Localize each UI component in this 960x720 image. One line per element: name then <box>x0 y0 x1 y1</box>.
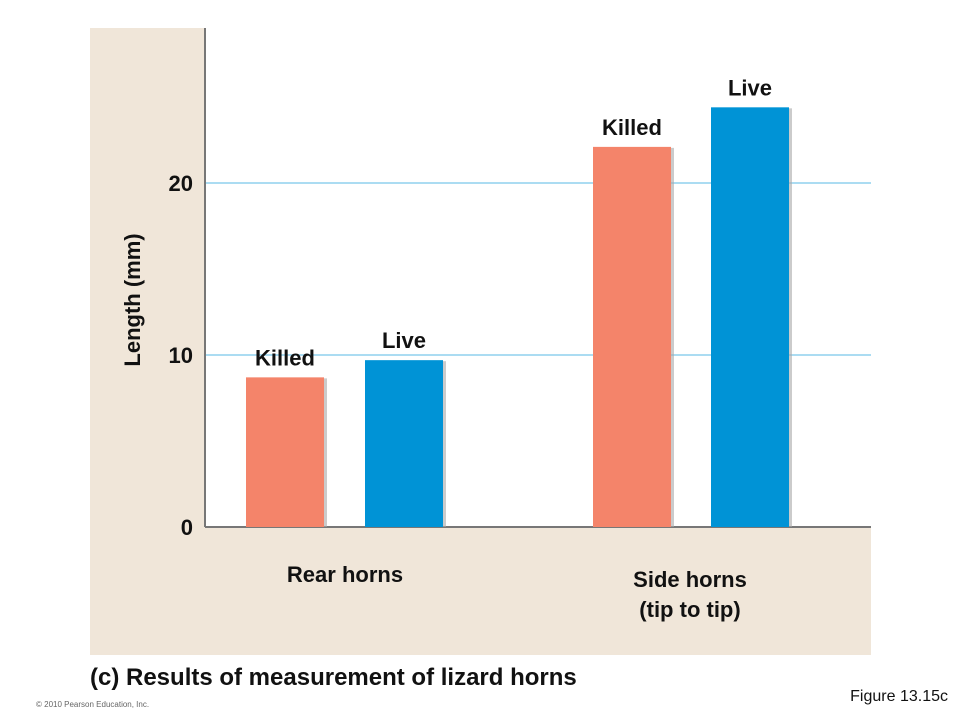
y-axis-title: Length (mm) <box>120 233 145 367</box>
figure-number: Figure 13.15c <box>850 688 948 705</box>
category-label-rear-horns: Rear horns <box>286 562 404 587</box>
copyright-notice: © 2010 Pearson Education, Inc. <box>36 700 150 709</box>
y-tick-label-0: 0 <box>181 515 193 540</box>
bar-label-killed-0: Killed <box>255 345 315 370</box>
bar-live-0 <box>365 360 443 527</box>
y-tick-label-10: 10 <box>169 343 193 368</box>
figure-caption: (c) Results of measurement of lizard hor… <box>90 664 577 691</box>
bar-label-live-1: Live <box>728 75 772 100</box>
bar-label-killed-1: Killed <box>602 115 662 140</box>
y-tick-label-20: 20 <box>169 171 193 196</box>
bar-killed-0 <box>246 377 324 527</box>
bar-live-1 <box>711 107 789 527</box>
bar-killed-1 <box>593 146 671 527</box>
bar-label-live-0: Live <box>382 328 426 353</box>
category-label-side-horns: Side horns (tip to tip) <box>633 567 747 622</box>
